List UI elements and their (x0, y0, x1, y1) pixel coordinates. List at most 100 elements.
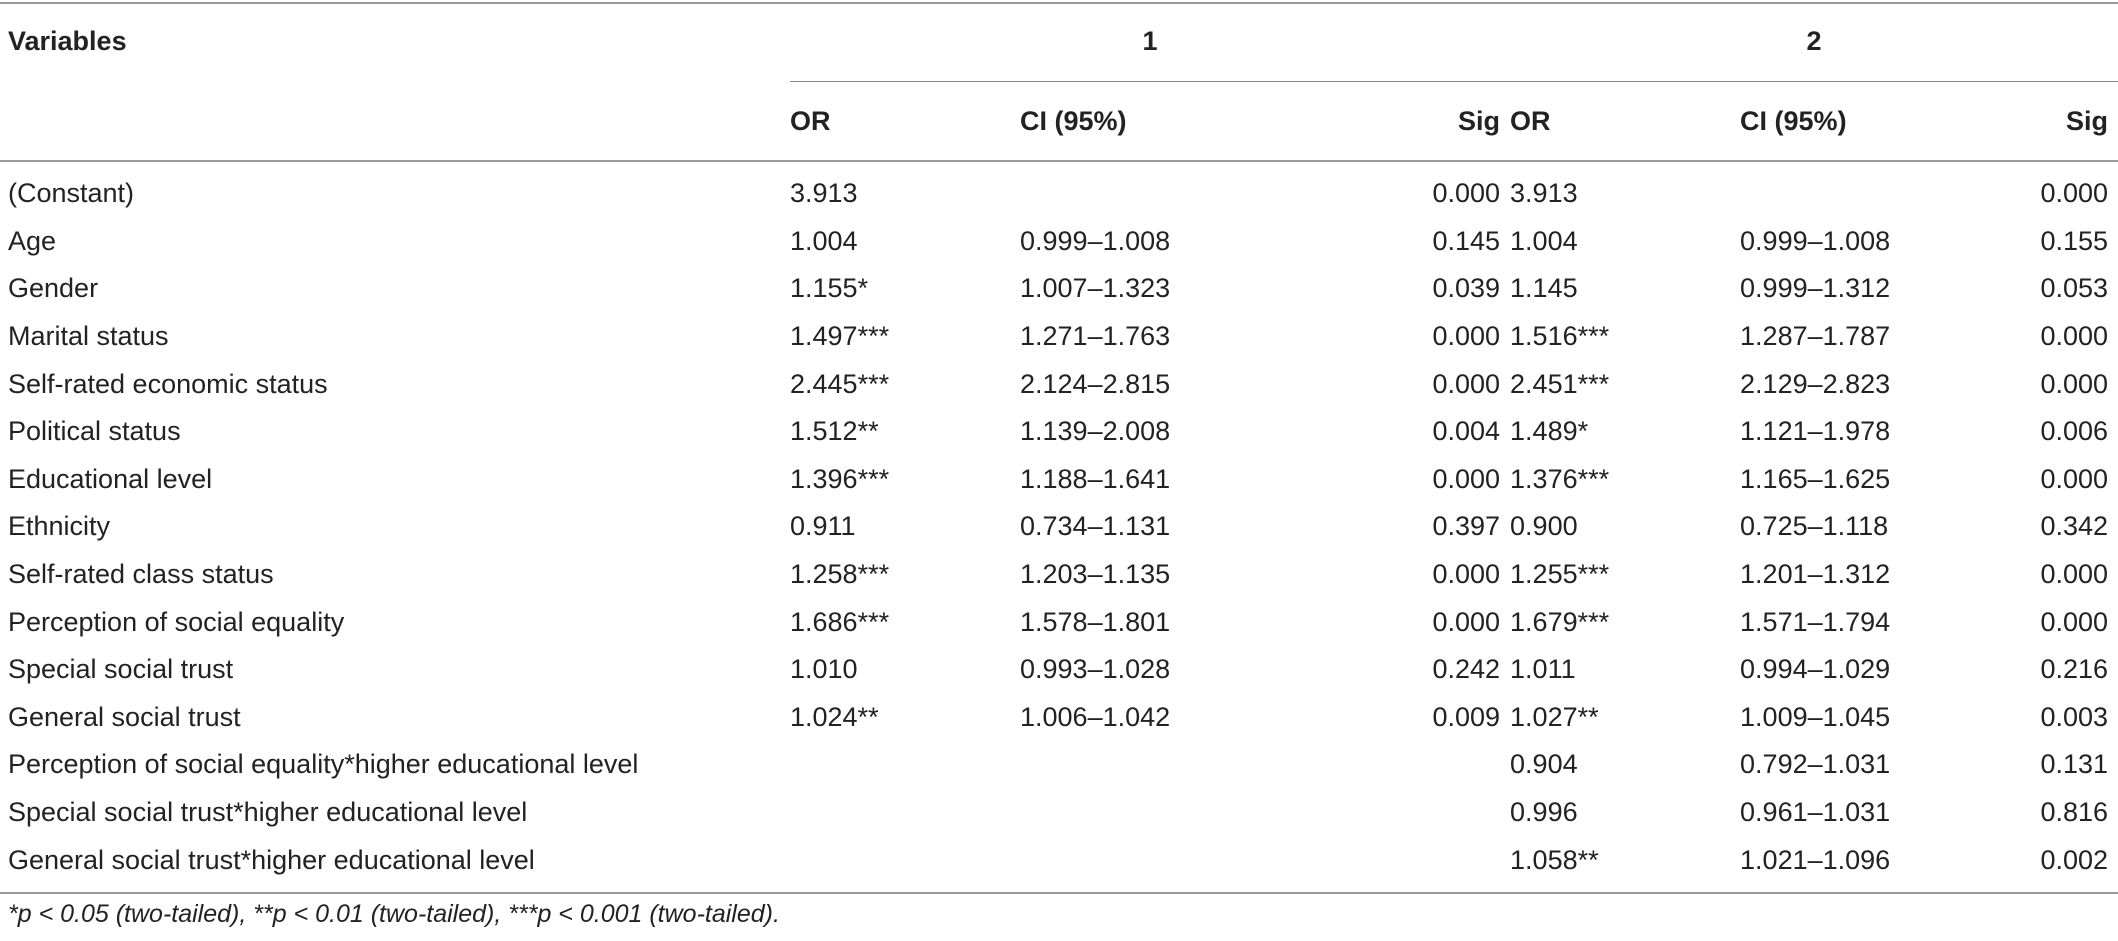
ci-model-1-cell: 0.993–1.028 (1020, 654, 1171, 685)
or-header-2: OR (1510, 105, 1551, 136)
variable-cell: Special social trust (8, 654, 234, 685)
or-model-1-cell: 1.010 (790, 654, 858, 685)
variable-cell: Self-rated class status (8, 559, 274, 590)
ci-model-1-cell: 0.734–1.131 (1020, 511, 1171, 542)
or-model-1-cell: 1.497*** (790, 321, 890, 352)
or-model-2-cell: 3.913 (1510, 178, 1578, 209)
top-rule (0, 2, 2118, 4)
ci-model-2-cell: 1.121–1.978 (1740, 416, 1891, 447)
ci-model-2-cell: 1.009–1.045 (1740, 701, 1891, 732)
sig-model-1-cell: 0.000 (1432, 463, 1501, 494)
or-model-1-cell: 1.258*** (790, 559, 890, 590)
ci-model-2-cell: 1.287–1.787 (1740, 321, 1891, 352)
ci-model-2-cell: 1.165–1.625 (1740, 463, 1891, 494)
table-footnote: *p < 0.05 (two-tailed), **p < 0.01 (two-… (8, 900, 780, 928)
ci-model-1-cell: 1.139–2.008 (1020, 416, 1171, 447)
regression-table: Variables 1 2 OR CI (95%) Sig OR CI (95%… (0, 0, 2118, 893)
or-model-2-cell: 0.904 (1510, 749, 1578, 780)
variable-cell: General social trust*higher educational … (8, 844, 535, 875)
table-body: (Constant) 3.913 0.000 3.913 0.000 Age 1.004 0.… (0, 161, 2118, 893)
table-row: Self-rated class status 1.258*** 1.203–1.1… (0, 551, 2118, 599)
sig-model-2-cell: 0.000 (2040, 559, 2109, 590)
variable-cell: Marital status (8, 321, 169, 352)
empty-header-cell (0, 82, 790, 161)
sig-model-1-cell: 0.004 (1432, 416, 1501, 447)
sig-model-1-cell: 0.145 (1432, 225, 1501, 256)
variable-cell: Gender (8, 273, 99, 304)
ci-model-1-cell: 2.124–2.815 (1020, 368, 1171, 399)
variable-cell: Perception of social equality (8, 606, 345, 637)
table-row: Gender 1.155* 1.007–1.323 0.039 1.145 0.999–1… (0, 265, 2118, 313)
or-model-1-cell: 3.913 (790, 178, 858, 209)
or-model-2-cell: 0.900 (1510, 511, 1578, 542)
or-model-1-cell (790, 741, 1020, 789)
sig-model-1-cell: 0.000 (1432, 321, 1501, 352)
sig-model-1-cell: 0.000 (1432, 178, 1501, 209)
model-1-header: 1 (790, 0, 1511, 82)
ci-model-1-cell: 1.578–1.801 (1020, 606, 1171, 637)
ci-model-1-cell: 1.188–1.641 (1020, 463, 1171, 494)
table-row: Special social trust*higher educational … (0, 789, 2118, 837)
ci-model-2-cell: 0.792–1.031 (1740, 749, 1891, 780)
variable-cell: (Constant) (8, 178, 135, 209)
ci-model-1-cell (1020, 836, 1310, 893)
or-model-1-cell (790, 836, 1020, 893)
or-model-1-cell: 1.155* (790, 273, 869, 304)
or-model-2-cell: 0.996 (1510, 797, 1578, 828)
ci-header-1: CI (95%) (1020, 105, 1127, 136)
or-model-1-cell: 1.512** (790, 416, 879, 447)
sig-model-2-cell: 0.155 (2040, 225, 2109, 256)
sig-model-1-cell: 0.242 (1432, 654, 1501, 685)
table-row: General social trust*higher educational … (0, 836, 2118, 893)
sig-model-1-cell: 0.000 (1432, 559, 1501, 590)
sig-model-1-cell: 0.039 (1432, 273, 1501, 304)
ci-model-2-cell: 2.129–2.823 (1740, 368, 1891, 399)
variable-cell: Self-rated economic status (8, 368, 328, 399)
or-model-1-cell: 1.004 (790, 225, 858, 256)
sig-header-2: Sig (2066, 105, 2109, 136)
table-row: Self-rated economic status 2.445*** 2.124–… (0, 360, 2118, 408)
ci-model-2-cell: 0.994–1.029 (1740, 654, 1891, 685)
sig-model-2-cell: 0.816 (2040, 797, 2109, 828)
ci-model-1-cell: 0.999–1.008 (1020, 225, 1171, 256)
table-row: Perception of social equality 1.686*** 1.5… (0, 598, 2118, 646)
or-model-1-cell: 1.024** (790, 701, 879, 732)
sig-model-2-cell: 0.053 (2040, 273, 2109, 304)
table-row: Perception of social equality*higher edu… (0, 741, 2118, 789)
table-row: Ethnicity 0.911 0.734–1.131 0.397 0.900 0.725… (0, 503, 2118, 551)
sig-model-2-cell: 0.000 (2040, 606, 2109, 637)
or-model-2-cell: 1.489* (1510, 416, 1589, 447)
ci-model-1-cell: 1.006–1.042 (1020, 701, 1171, 732)
sig-model-2-cell: 0.003 (2040, 701, 2109, 732)
or-model-2-cell: 1.027** (1510, 701, 1599, 732)
or-header-1: OR (790, 105, 831, 136)
ci-model-1-cell (1020, 741, 1310, 789)
ci-header-2: CI (95%) (1740, 105, 1847, 136)
model-1-label: 1 (1142, 25, 1158, 56)
model-2-label: 2 (1806, 25, 1822, 56)
sig-model-1-cell: 0.000 (1432, 606, 1501, 637)
or-model-2-cell: 1.516*** (1510, 321, 1610, 352)
or-model-1-cell: 1.396*** (790, 463, 890, 494)
table-row: Marital status 1.497*** 1.271–1.763 0.000 1.… (0, 313, 2118, 361)
table-row: (Constant) 3.913 0.000 3.913 0.000 (0, 161, 2118, 218)
sig-model-1-cell: 0.397 (1432, 511, 1501, 542)
sig-model-2-cell: 0.131 (2040, 749, 2109, 780)
ci-model-1-cell: 1.203–1.135 (1020, 559, 1171, 590)
ci-model-2-cell: 0.961–1.031 (1740, 797, 1891, 828)
table-row: General social trust 1.024** 1.006–1.042 0.… (0, 694, 2118, 742)
or-model-2-cell: 1.376*** (1510, 463, 1610, 494)
or-model-1-cell: 0.911 (790, 511, 856, 542)
sig-model-2-cell: 0.000 (2040, 368, 2109, 399)
sig-model-2-cell: 0.216 (2040, 654, 2109, 685)
table-row: Political status 1.512** 1.139–2.008 0.004 1… (0, 408, 2118, 456)
or-model-2-cell: 1.255*** (1510, 559, 1610, 590)
or-model-2-cell: 1.011 (1510, 654, 1576, 685)
ci-model-1-cell: 1.007–1.323 (1020, 273, 1171, 304)
variable-cell: Age (8, 225, 57, 256)
variable-cell: Perception of social equality*higher edu… (8, 749, 639, 780)
or-model-1-cell: 1.686*** (790, 606, 890, 637)
sig-model-2-cell: 0.002 (2040, 844, 2109, 875)
model-2-header: 2 (1510, 0, 2118, 82)
sig-model-2-cell: 0.006 (2040, 416, 2109, 447)
